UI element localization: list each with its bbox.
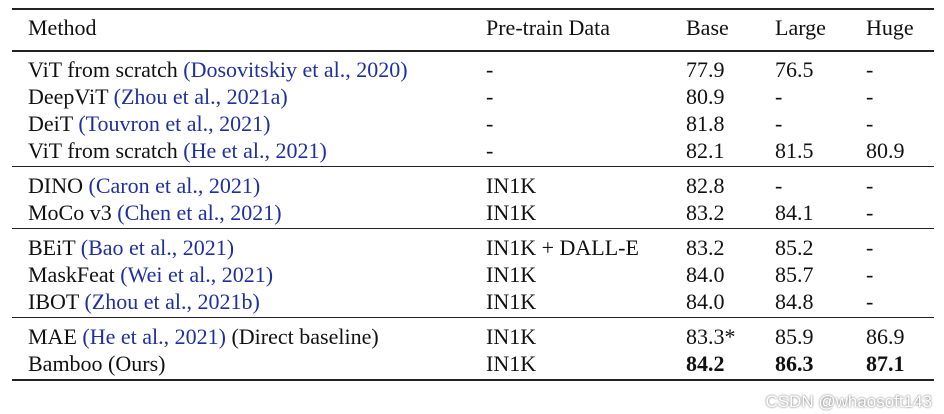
citation: (Zhou et al., 2021b) [84,289,260,314]
citation: (Zhou et al., 2021a) [113,84,288,109]
score: 84.1 [775,200,814,225]
score: - [775,111,783,136]
score: 82.1 [686,138,725,163]
table-rule [12,317,934,319]
pretrain-data: IN1K [486,200,537,225]
score: 76.5 [775,57,814,82]
pretrain-data: - [486,84,494,109]
citation: (Chen et al., 2021) [117,200,282,225]
score: - [775,173,783,198]
score: 84.0 [686,289,725,314]
citation: (He et al., 2021) [183,138,327,163]
method-name: MAE [28,324,77,349]
method-name: ViT from scratch [28,57,178,82]
method-cell: DeepViT (Zhou et al., 2021a) [28,84,288,110]
score: 80.9 [686,84,725,109]
method-name: DINO [28,173,83,198]
header-cell: Base [686,15,729,40]
citation: (Touvron et al., 2021) [78,111,271,136]
method-cell: DeiT (Touvron et al., 2021) [28,111,270,137]
score: 80.9 [866,138,905,163]
method-name: MaskFeat [28,262,115,287]
score: 85.2 [775,235,814,260]
pretrain-data: - [486,138,494,163]
method-cell: ViT from scratch (He et al., 2021) [28,138,327,164]
method-name: MoCo v3 [28,200,112,225]
score: 84.2 [686,351,725,376]
method-name: IBOT [28,289,79,314]
header-cell: Method [28,15,97,40]
header-cell: Huge [866,15,914,40]
method-name: DeiT [28,111,73,136]
method-name: Bamboo (Ours) [28,351,166,376]
pretrain-data: IN1K [486,351,537,376]
score: - [866,235,874,260]
score: 77.9 [686,57,725,82]
score: 83.2 [686,235,725,260]
table-rule [12,8,934,10]
score: - [866,57,874,82]
citation: (Bao et al., 2021) [80,235,235,260]
score: - [866,84,874,109]
pretrain-data: IN1K + DALL-E [486,235,639,260]
score: 85.7 [775,262,814,287]
header-cell: Pre-train Data [486,15,610,40]
method-cell: IBOT (Zhou et al., 2021b) [28,289,260,315]
method-cell: MAE (He et al., 2021) (Direct baseline) [28,324,379,350]
score: 83.2 [686,200,725,225]
table-rule [12,379,934,381]
score: - [866,200,874,225]
score: 82.8 [686,173,725,198]
table-rule [12,228,934,230]
method-cell: Bamboo (Ours) [28,351,165,377]
score: 81.5 [775,138,814,163]
pretrain-data: IN1K [486,289,537,314]
method-name: ViT from scratch [28,138,178,163]
header-cell: Large [775,15,826,40]
method-note: (Direct baseline) [231,324,379,349]
score: 84.8 [775,289,814,314]
score: - [866,111,874,136]
pretrain-data: IN1K [486,262,537,287]
method-cell: ViT from scratch (Dosovitskiy et al., 20… [28,57,408,83]
score: - [866,173,874,198]
method-name: BEiT [28,235,76,260]
method-cell: MoCo v3 (Chen et al., 2021) [28,200,282,226]
table-rule [12,50,934,52]
score: 85.9 [775,324,814,349]
score: 87.1 [866,351,905,376]
score: 84.0 [686,262,725,287]
table-rule [12,166,934,168]
citation: (He et al., 2021) [82,324,226,349]
score: - [866,289,874,314]
score: 83.3* [686,324,736,349]
pretrain-data: IN1K [486,173,537,198]
watermark: CSDN @whaosoft143 [765,392,932,411]
score: 81.8 [686,111,725,136]
method-cell: DINO (Caron et al., 2021) [28,173,260,199]
method-cell: MaskFeat (Wei et al., 2021) [28,262,273,288]
citation: (Caron et al., 2021) [88,173,261,198]
score: - [866,262,874,287]
citation: (Wei et al., 2021) [120,262,274,287]
score: 86.9 [866,324,905,349]
score: - [775,84,783,109]
pretrain-data: - [486,57,494,82]
citation: (Dosovitskiy et al., 2020) [183,57,408,82]
score: 86.3 [775,351,814,376]
method-name: DeepViT [28,84,109,109]
pretrain-data: IN1K [486,324,537,349]
pretrain-data: - [486,111,494,136]
method-cell: BEiT (Bao et al., 2021) [28,235,234,261]
